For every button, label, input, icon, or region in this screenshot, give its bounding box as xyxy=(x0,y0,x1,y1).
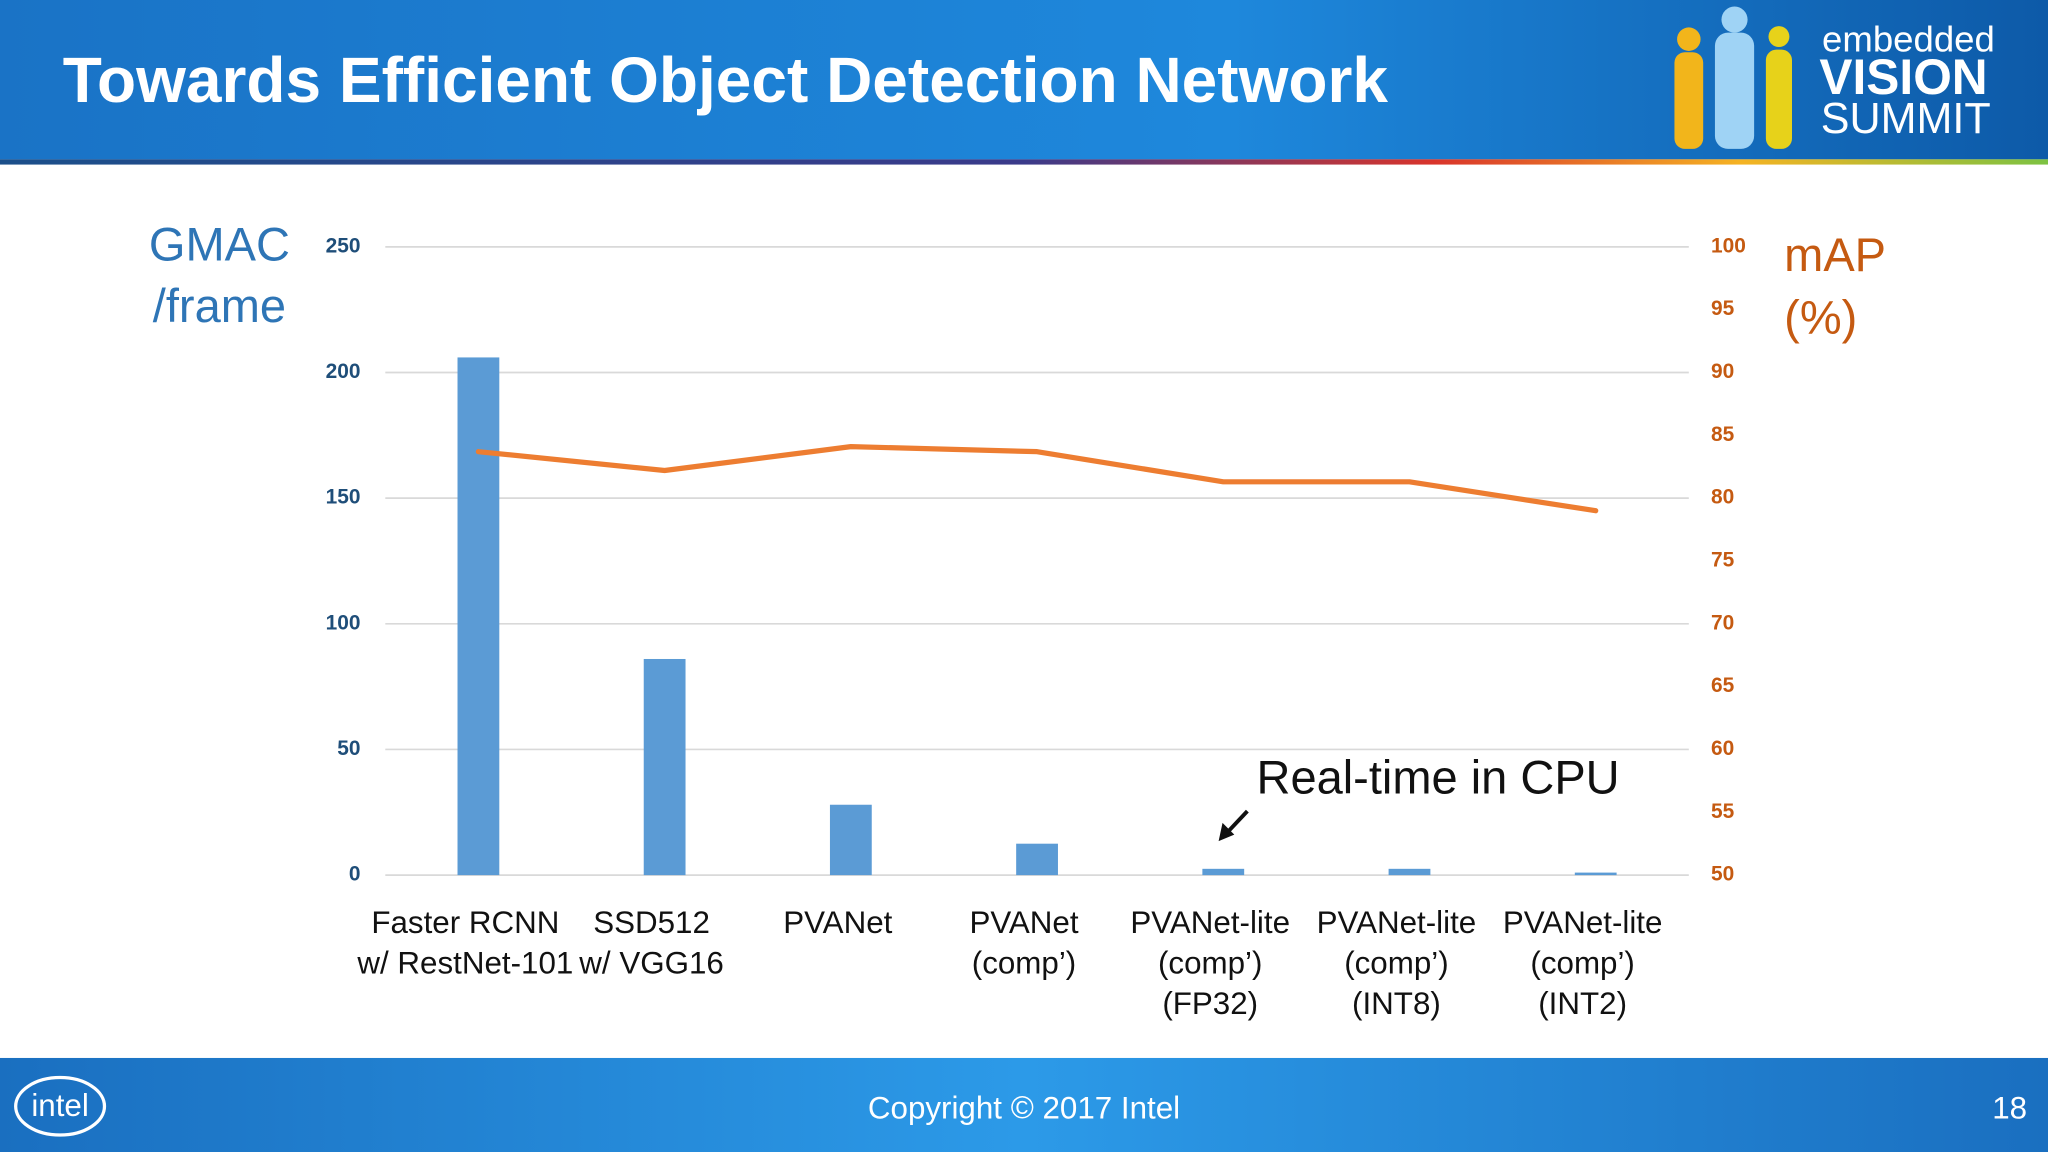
y-tick-label: 200 xyxy=(326,360,361,383)
annotation: Real-time in CPU xyxy=(1256,750,1619,803)
intel-logo-ring xyxy=(14,1075,107,1137)
header-rule xyxy=(0,159,2048,165)
bar xyxy=(1016,843,1058,876)
y-axis-title: GMAC xyxy=(149,218,290,271)
x-tick-label: Faster RCNN xyxy=(371,905,559,940)
intel-logo: intel xyxy=(31,1088,88,1123)
bar xyxy=(1388,868,1431,876)
y-axis-title: /frame xyxy=(153,279,286,332)
y2-tick-label: 55 xyxy=(1711,800,1735,823)
y2-tick-label: 90 xyxy=(1711,360,1734,383)
y2-tick-label: 70 xyxy=(1711,611,1734,634)
logo-text: VISION xyxy=(1819,49,1987,105)
y2-tick-label: 75 xyxy=(1711,548,1735,571)
x-tick-label: (comp’) xyxy=(1344,946,1448,981)
logo-figures xyxy=(1674,6,1792,149)
y2-tick-label: 65 xyxy=(1711,674,1735,697)
footer-band xyxy=(0,1057,2048,1152)
header-band xyxy=(0,0,2048,160)
line-series xyxy=(475,444,1599,514)
x-tick-label: (comp’) xyxy=(1530,946,1634,981)
logo-text: embedded xyxy=(1822,18,1995,59)
chart: 0 50 100 150 200 250 50 55 60 65 70 75 80 85 90 95 100 GM… xyxy=(149,218,1886,1021)
x-tick-label: PVANet-lite xyxy=(1130,905,1290,940)
x-tick-label: (INT8) xyxy=(1352,986,1441,1021)
x-tick-label: (comp’) xyxy=(1158,946,1262,981)
annotation-arrowhead xyxy=(1218,822,1235,842)
x-tick-label: (comp’) xyxy=(972,946,1076,981)
bar xyxy=(457,357,500,876)
y-tick-label: 0 xyxy=(349,863,361,886)
bar xyxy=(1574,872,1617,876)
y2-tick-label: 95 xyxy=(1711,297,1735,320)
x-tick-label: (INT2) xyxy=(1538,986,1627,1021)
logo-text: SUMMIT xyxy=(1821,95,1991,143)
annotation-arrow xyxy=(1225,809,1249,835)
x-tick-label: SSD512 xyxy=(593,905,710,940)
y2-tick-label: 80 xyxy=(1711,486,1734,509)
y2-tick-label: 50 xyxy=(1711,863,1734,886)
copyright: Copyright © 2017 Intel xyxy=(868,1090,1180,1125)
y2-axis-title: (%) xyxy=(1784,291,1857,344)
y-tick-label: 100 xyxy=(326,611,361,634)
y2-axis-title: mAP xyxy=(1784,228,1886,281)
y-tick-label: 50 xyxy=(337,737,360,760)
x-tick-label: PVANet-lite xyxy=(1503,905,1663,940)
x-tick-label: (FP32) xyxy=(1162,986,1258,1021)
y2-tick-label: 85 xyxy=(1711,423,1735,446)
bar xyxy=(643,658,686,876)
x-tick-label: w/ VGG16 xyxy=(578,946,724,981)
x-tick-label: PVANet xyxy=(969,905,1078,940)
x-tick-label: PVANet-lite xyxy=(1317,905,1477,940)
bar xyxy=(1202,868,1245,876)
y-tick-label: 250 xyxy=(326,234,361,257)
x-tick-label: w/ RestNet-101 xyxy=(356,946,573,981)
slide-title: Towards Efficient Object Detection Netwo… xyxy=(63,44,1389,116)
page-number: 18 xyxy=(1992,1090,2027,1125)
x-tick-label: PVANet xyxy=(783,905,892,940)
y-tick-label: 150 xyxy=(326,486,361,509)
y2-tick-label: 60 xyxy=(1711,737,1734,760)
bar xyxy=(829,804,872,876)
y2-tick-label: 100 xyxy=(1711,234,1746,257)
